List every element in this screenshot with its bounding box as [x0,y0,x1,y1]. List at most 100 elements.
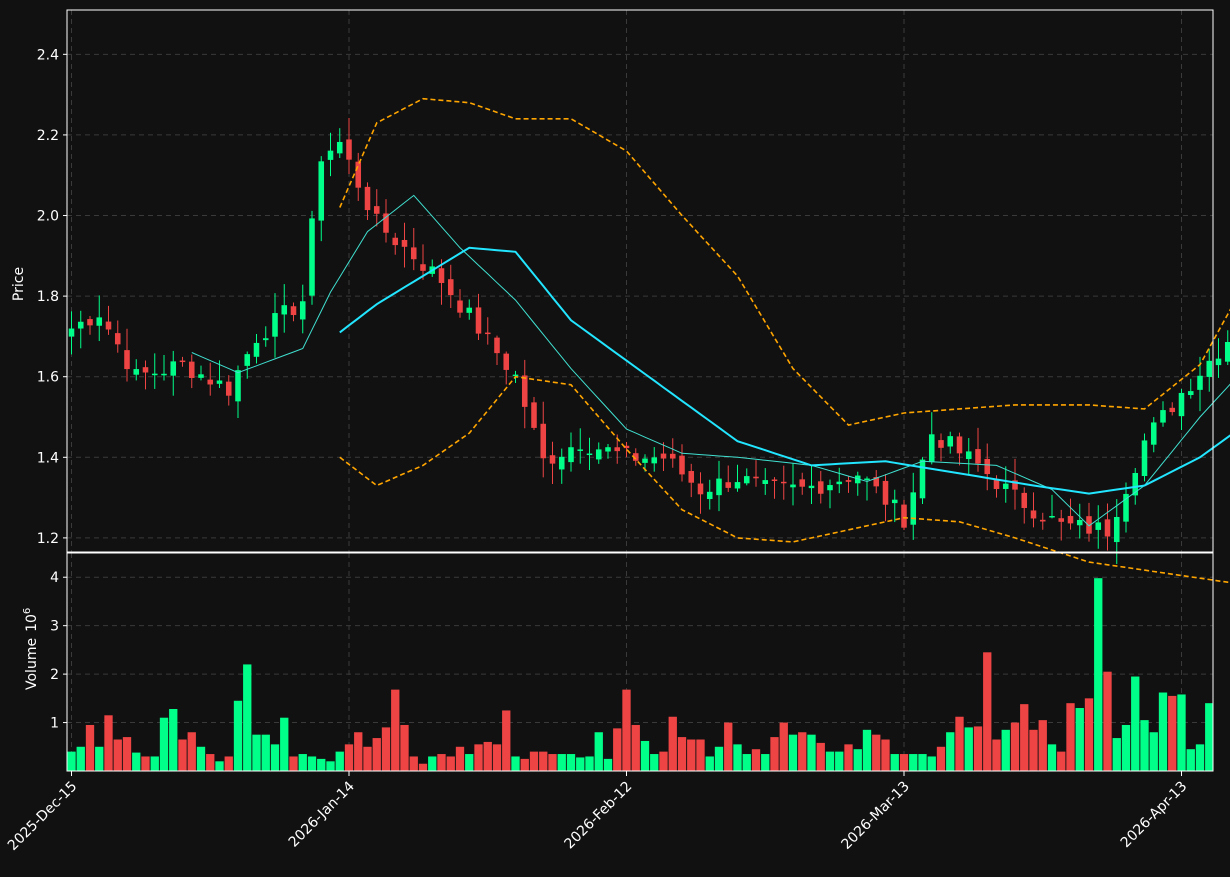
volume-bar [881,739,890,771]
candle-body [817,481,824,494]
candle-body [734,482,741,489]
volume-bar [280,717,289,771]
candle-body [383,213,389,233]
candle-body [827,485,833,491]
volume-bar [95,746,104,771]
candle-body [114,333,121,345]
candle-body [1012,480,1018,490]
candle-body [1141,440,1148,477]
volume-bar [751,749,761,771]
volume-axis-label-text: Volume [24,638,40,690]
candle-body [669,453,676,459]
volume-bar [1020,704,1029,771]
volume-bar [936,746,946,771]
candle-body [494,337,500,354]
volume-bar [742,754,751,771]
volume-bar [1131,676,1140,771]
volume-bar [557,754,566,771]
candle-body [281,305,288,315]
volume-bar [788,734,798,771]
volume-bar [677,737,687,771]
candle-body [484,332,491,335]
candle-body [68,328,75,337]
candle-body [586,453,593,456]
candle-body [623,445,630,449]
candle-body [651,457,658,464]
candle-body [77,321,84,329]
candle-body [679,455,685,475]
bollinger-band-line [339,97,1230,426]
candle-body [873,477,880,487]
candle-body [1002,483,1009,489]
candle-body [521,375,528,407]
volume-bar [1112,738,1121,771]
candle-body [632,453,639,461]
volume-bar [520,758,529,771]
candle-body [401,239,408,247]
volume-bar [474,744,483,771]
volume-bar [511,756,520,771]
candle-body [577,449,584,451]
volume-bar [835,751,844,771]
candle-body [1067,515,1074,524]
volume-bar [576,757,585,771]
candle-body [531,402,537,428]
price-tick-label: 1.8 [37,289,59,305]
candle-body [87,319,93,326]
candle-body [161,373,167,376]
volume-bar [317,758,326,771]
candle-body [105,321,112,330]
volume-bar [76,746,85,771]
volume-bar [1084,698,1094,771]
volume-bar [622,689,631,771]
volume-bar [335,751,344,771]
candle-body [170,361,177,376]
volume-tick-label: 2 [50,667,59,683]
volume-bar [206,754,215,771]
candle-body [938,440,944,448]
volume-bar [779,722,788,771]
volume-bar [798,732,807,771]
volume-bar [659,751,668,771]
volume-bar [872,734,881,771]
candle-body [1224,342,1230,362]
volume-bar [428,756,437,771]
candle-body [198,374,204,378]
candle-body [179,360,186,363]
candle-body [512,374,519,377]
volume-axis-exponent-base: 10 [24,614,40,632]
volume-bar [446,756,455,771]
volume-bar [1158,692,1168,771]
candle-body [780,481,787,484]
candle-body [808,485,815,489]
volume-bar [1103,671,1112,771]
candle-body [133,369,140,375]
candle-body [151,373,158,376]
candle-body [753,476,759,479]
volume-bar [1205,703,1214,771]
volume-bar [289,756,298,771]
volume-bar [585,756,594,771]
volume-bar [733,744,742,771]
candle-body [262,338,269,341]
volume-bar [465,754,474,771]
volume-axis-exponent-power: 6 [22,608,33,614]
candle-body [447,279,454,296]
volume-bar [761,754,770,771]
volume-bar [770,737,779,771]
volume-bar [455,746,465,771]
price-panel-frame [66,9,1214,553]
candle-body [975,449,981,464]
volume-tick-label: 1 [50,716,59,732]
candle-body [1076,519,1083,526]
price-tick-label: 2.4 [37,47,59,63]
candle-body [1086,516,1092,534]
candle-body [420,264,426,271]
candle-body [1104,519,1111,537]
volume-bar [224,756,233,771]
volume-bar [409,756,418,771]
volume-bar [964,727,973,771]
candle-body [1215,358,1222,366]
candle-body [1178,392,1185,417]
candle-body [984,458,991,475]
